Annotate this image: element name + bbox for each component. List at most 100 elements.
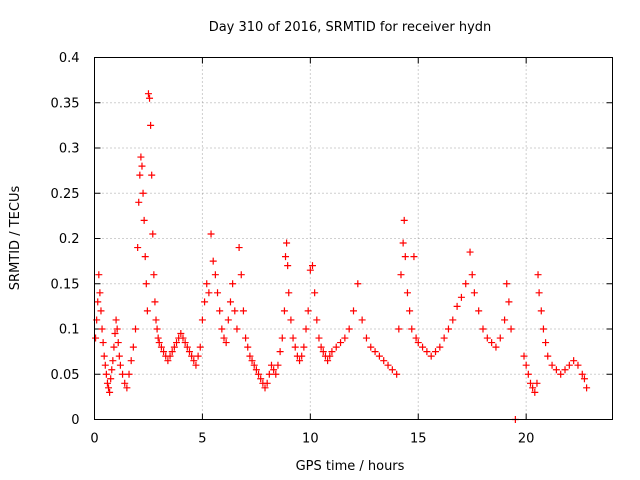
data-point	[341, 334, 349, 342]
data-point	[283, 239, 291, 247]
y-tick-label: 0.15	[51, 277, 80, 292]
data-point	[505, 298, 513, 306]
data-point	[140, 216, 148, 224]
data-point	[224, 316, 232, 324]
tick-labels: 0 0.05 0.1 0.15 0.2 0.25 0.3 0.35 0.4 0 5 10 15 20	[51, 51, 535, 447]
data-point	[102, 370, 110, 378]
data-point	[306, 266, 314, 274]
data-point	[457, 293, 465, 301]
data-point	[95, 271, 103, 279]
data-point	[153, 325, 161, 333]
y-tick-label: 0	[71, 413, 79, 428]
data-point	[205, 289, 213, 297]
data-point	[203, 280, 211, 288]
data-point	[552, 366, 560, 374]
data-point	[557, 370, 565, 378]
data-point	[132, 325, 140, 333]
data-point	[190, 357, 198, 365]
data-point	[401, 253, 409, 261]
data-point	[177, 330, 185, 338]
data-point	[257, 375, 265, 383]
data-point	[544, 352, 552, 360]
data-point	[354, 280, 362, 288]
data-point	[116, 361, 124, 369]
data-point	[526, 379, 534, 387]
data-point	[501, 316, 509, 324]
data-point	[358, 316, 366, 324]
data-point	[152, 316, 160, 324]
data-point	[524, 370, 532, 378]
data-point	[328, 348, 336, 356]
data-point	[216, 307, 224, 315]
data-point	[263, 379, 271, 387]
y-tick-label: 0.2	[59, 232, 80, 247]
data-point	[173, 339, 181, 347]
data-point	[255, 370, 263, 378]
data-point	[311, 289, 319, 297]
y-tick-label: 0.05	[51, 368, 80, 383]
data-point	[185, 348, 193, 356]
data-point	[419, 343, 427, 351]
data-point	[154, 334, 162, 342]
data-point	[188, 352, 196, 360]
data-point	[244, 343, 252, 351]
data-point	[289, 334, 297, 342]
data-point	[496, 334, 504, 342]
data-point	[99, 339, 107, 347]
data-point	[183, 343, 191, 351]
data-point	[129, 343, 137, 351]
data-point	[270, 366, 278, 374]
y-tick-label: 0.4	[59, 51, 80, 66]
data-point	[168, 348, 176, 356]
data-point	[107, 375, 115, 383]
data-point	[222, 339, 230, 347]
data-point	[462, 280, 470, 288]
data-point	[380, 357, 388, 365]
data-point	[123, 384, 131, 392]
data-point	[218, 325, 226, 333]
data-point	[408, 325, 416, 333]
data-point	[412, 334, 420, 342]
data-point	[127, 357, 135, 365]
data-point	[375, 352, 383, 360]
data-point	[488, 339, 496, 347]
data-point	[403, 289, 411, 297]
data-point	[362, 334, 370, 342]
data-point	[166, 352, 174, 360]
data-point	[194, 352, 202, 360]
y-tick-label: 0.35	[51, 96, 80, 111]
data-point	[198, 316, 206, 324]
data-point	[388, 366, 396, 374]
data-point	[121, 379, 129, 387]
plot-frame	[94, 57, 613, 420]
data-point	[503, 280, 511, 288]
data-point	[313, 316, 321, 324]
data-point	[139, 189, 147, 197]
data-point	[427, 352, 435, 360]
data-point	[399, 239, 407, 247]
data-point	[350, 307, 357, 315]
data-point	[561, 366, 569, 374]
data-point	[141, 253, 149, 261]
data-point	[250, 361, 258, 369]
data-point	[143, 307, 151, 315]
data-point	[284, 262, 292, 270]
data-point	[192, 361, 200, 369]
data-point	[106, 388, 114, 396]
data-point	[400, 216, 408, 224]
data-point	[214, 289, 222, 297]
data-point	[96, 289, 104, 297]
data-point	[179, 334, 187, 342]
data-point	[147, 121, 155, 129]
data-point	[542, 339, 550, 347]
data-point	[157, 343, 165, 351]
data-point	[533, 379, 541, 387]
data-point	[149, 230, 157, 238]
data-point	[160, 348, 168, 356]
data-point	[395, 325, 403, 333]
x-tick-label: 10	[302, 432, 319, 447]
data-point	[308, 262, 316, 270]
data-point	[483, 334, 491, 342]
data-point	[101, 361, 109, 369]
grid	[94, 57, 613, 420]
